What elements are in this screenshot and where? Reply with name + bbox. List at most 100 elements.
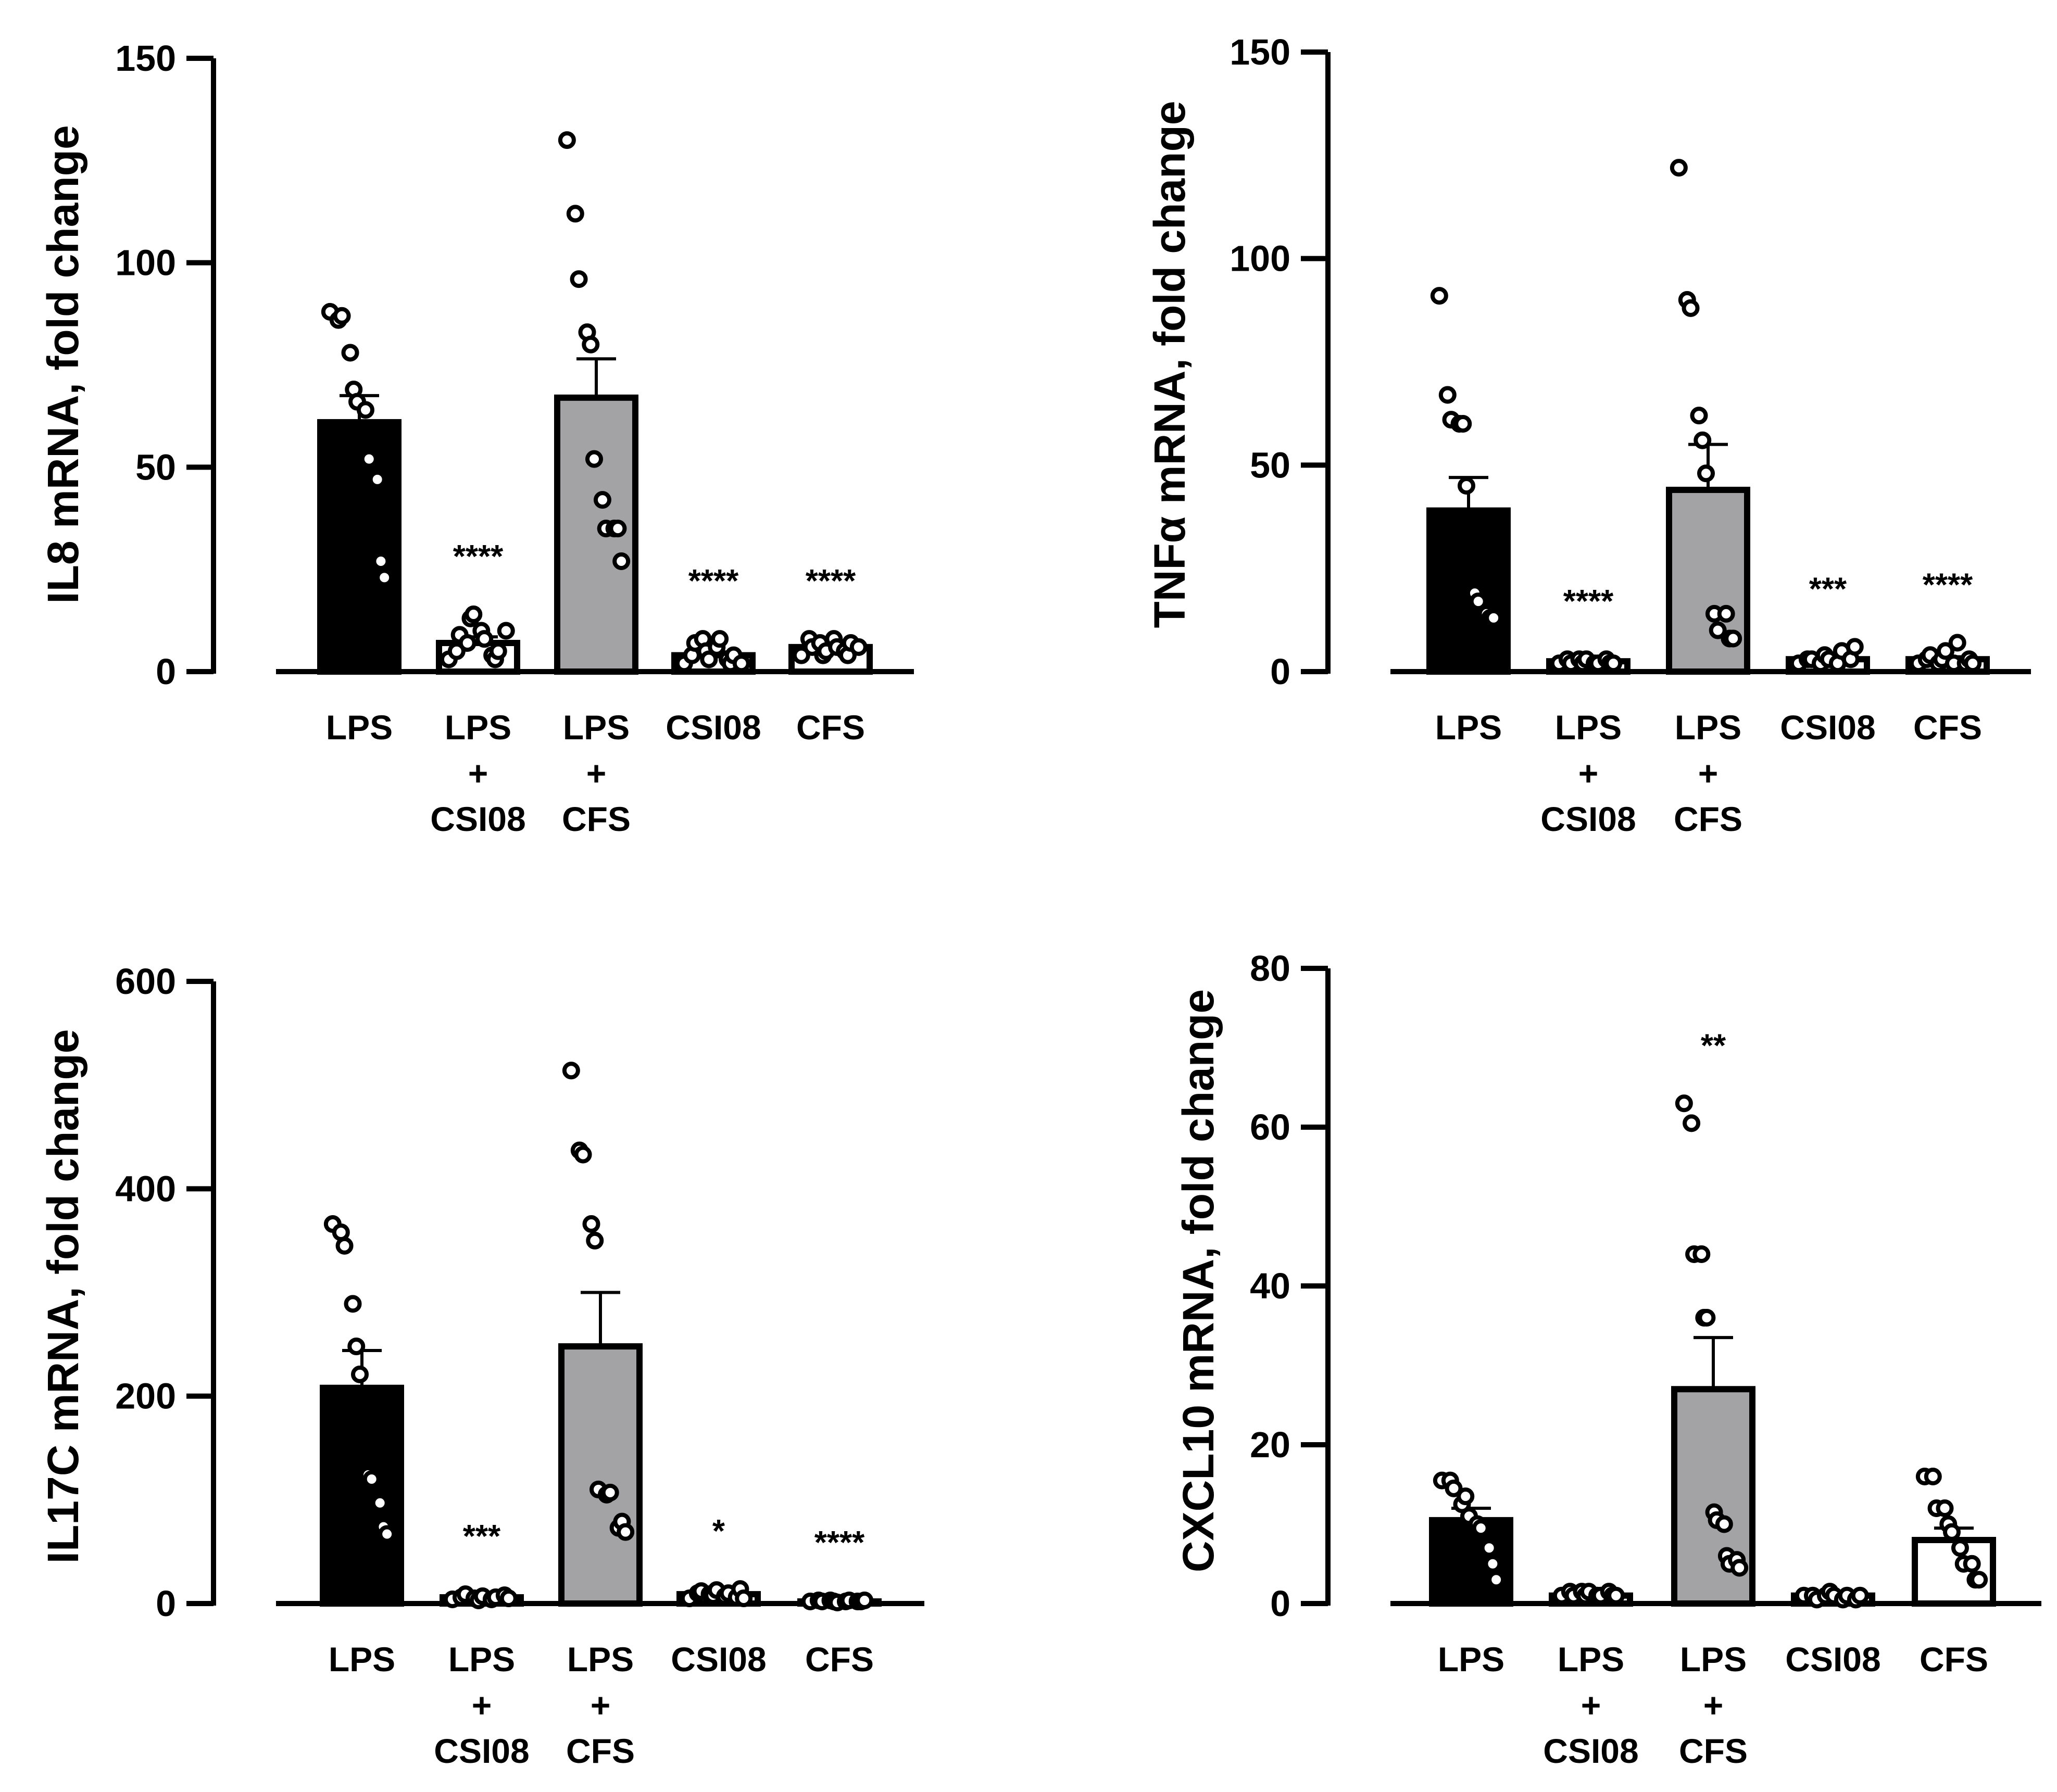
data-point bbox=[489, 642, 507, 660]
x-tick-label: CFS bbox=[805, 1640, 874, 1679]
x-tick-label: + bbox=[586, 754, 607, 792]
data-point bbox=[1936, 1499, 1954, 1517]
x-tick-label: + bbox=[1698, 754, 1719, 792]
data-point bbox=[1675, 1094, 1693, 1113]
data-point bbox=[447, 642, 466, 660]
x-tick-label: LPS bbox=[1675, 708, 1741, 747]
significance-label: * bbox=[712, 1513, 725, 1549]
data-point bbox=[711, 630, 729, 648]
data-point bbox=[1487, 1571, 1506, 1589]
data-point bbox=[735, 1589, 753, 1608]
y-tick-label: 60 bbox=[1250, 1107, 1290, 1147]
data-point bbox=[497, 622, 515, 640]
y-axis-label: TNFα mRNA, fold change bbox=[1145, 101, 1194, 628]
x-tick-label: CSI08 bbox=[1780, 708, 1875, 747]
y-tick-label: 50 bbox=[1250, 445, 1290, 485]
data-point bbox=[1709, 621, 1727, 639]
y-tick-label: 150 bbox=[1230, 32, 1290, 72]
x-tick-label: LPS bbox=[329, 1640, 395, 1679]
data-point bbox=[558, 131, 576, 149]
data-point bbox=[372, 552, 390, 570]
x-tick-label: CFS bbox=[566, 1732, 635, 1770]
x-tick-label: + bbox=[472, 1686, 492, 1724]
data-point bbox=[465, 605, 483, 624]
significance-label: **** bbox=[453, 539, 504, 575]
data-point bbox=[1430, 287, 1448, 305]
data-point bbox=[351, 1365, 369, 1383]
x-tick-label: CSI08 bbox=[671, 1640, 766, 1679]
y-tick-label: 0 bbox=[156, 651, 176, 692]
data-point bbox=[356, 401, 374, 419]
data-point bbox=[1607, 1586, 1625, 1605]
data-point bbox=[609, 520, 627, 538]
data-point bbox=[1724, 629, 1742, 648]
x-tick-label: LPS bbox=[563, 708, 630, 747]
x-tick-label: CSI08 bbox=[1540, 800, 1636, 838]
x-tick-label: LPS bbox=[326, 708, 393, 747]
panel-il8: IL8 mRNA, fold change 0 50 100 150 LPS **** LP… bbox=[39, 38, 914, 838]
data-point bbox=[378, 1525, 396, 1543]
bar bbox=[320, 1384, 404, 1607]
significance-label: *** bbox=[463, 1519, 501, 1555]
y-tick-label: 0 bbox=[156, 1583, 176, 1624]
data-point bbox=[732, 654, 750, 673]
data-point bbox=[1964, 654, 1982, 673]
data-point bbox=[585, 450, 603, 468]
data-point bbox=[1604, 654, 1623, 673]
data-point bbox=[1485, 609, 1503, 627]
data-point bbox=[1690, 407, 1708, 425]
x-tick-label: CFS bbox=[1674, 800, 1742, 838]
data-point bbox=[612, 552, 631, 570]
data-point bbox=[1472, 1519, 1490, 1537]
data-point bbox=[1670, 159, 1688, 177]
x-tick-label: LPS bbox=[1558, 1640, 1624, 1679]
x-tick-label: LPS bbox=[1680, 1640, 1747, 1679]
data-point bbox=[856, 1592, 874, 1610]
y-tick-label: 80 bbox=[1250, 948, 1290, 989]
data-point bbox=[1484, 1555, 1502, 1573]
data-point bbox=[1948, 634, 1966, 652]
x-tick-label: + bbox=[1578, 754, 1599, 792]
significance-label: **** bbox=[688, 563, 739, 599]
data-point bbox=[582, 1215, 600, 1233]
data-point bbox=[593, 491, 611, 509]
y-tick-label: 400 bbox=[115, 1168, 176, 1209]
data-point bbox=[792, 646, 810, 664]
y-tick-label: 50 bbox=[135, 447, 176, 487]
data-point bbox=[344, 1295, 362, 1313]
x-tick-label: CFS bbox=[1920, 1640, 1988, 1679]
data-point bbox=[1697, 464, 1715, 483]
panel-tnfa: TNFα mRNA, fold change 0 50 100 150 LPS **** L… bbox=[1145, 32, 2031, 838]
x-tick-label: LPS bbox=[567, 1640, 634, 1679]
y-tick-label: 0 bbox=[1270, 1583, 1290, 1624]
data-point bbox=[375, 569, 394, 587]
x-tick-label: CSI08 bbox=[666, 708, 761, 747]
data-point bbox=[341, 344, 359, 362]
data-point bbox=[1458, 477, 1475, 495]
x-tick-label: CSI08 bbox=[1785, 1640, 1880, 1679]
bar bbox=[317, 419, 402, 675]
bar bbox=[1429, 1517, 1513, 1607]
data-point bbox=[475, 630, 494, 648]
data-point bbox=[1846, 638, 1864, 656]
data-point bbox=[1480, 1539, 1498, 1557]
data-point bbox=[458, 634, 476, 652]
data-point bbox=[566, 205, 584, 223]
x-tick-label: CFS bbox=[796, 708, 865, 747]
x-tick-label: LPS bbox=[445, 708, 511, 747]
data-point bbox=[1851, 1586, 1869, 1605]
x-tick-label: LPS bbox=[1438, 1640, 1504, 1679]
data-point bbox=[562, 1062, 580, 1080]
data-point bbox=[1963, 1555, 1981, 1573]
data-point bbox=[1717, 604, 1735, 623]
y-axis-label: IL8 mRNA, fold change bbox=[39, 125, 87, 603]
x-tick-label: LPS bbox=[1555, 708, 1622, 747]
data-point bbox=[586, 1231, 604, 1250]
data-point bbox=[849, 638, 868, 656]
x-tick-label: CSI08 bbox=[430, 800, 525, 838]
y-axis-label: IL17C mRNA, fold change bbox=[39, 1029, 87, 1564]
data-point bbox=[582, 335, 600, 354]
x-tick-label: CSI08 bbox=[434, 1732, 529, 1770]
y-tick-label: 100 bbox=[1230, 238, 1290, 279]
